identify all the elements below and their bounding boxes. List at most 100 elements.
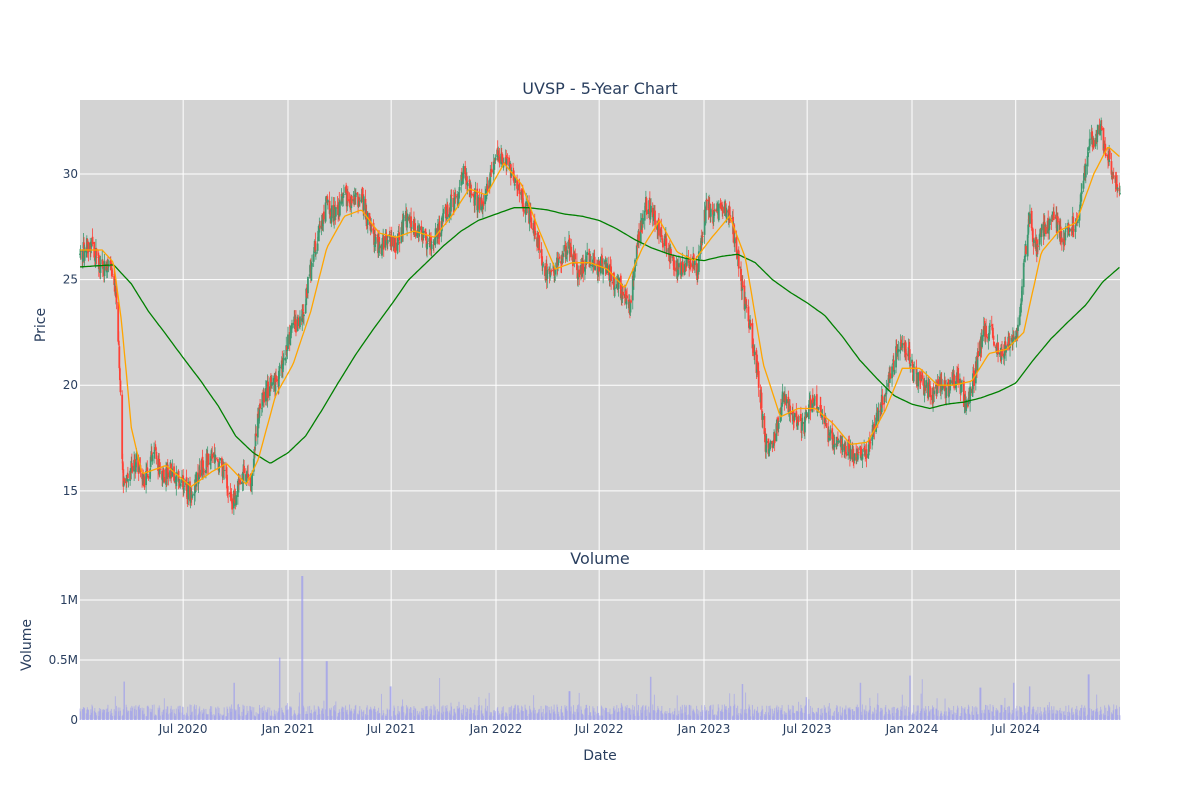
volume-bar xyxy=(553,712,555,720)
candle-body xyxy=(719,203,722,209)
volume-bar xyxy=(848,708,850,720)
candle-body xyxy=(817,407,820,410)
volume-bar xyxy=(888,710,890,720)
candle-body xyxy=(809,398,812,411)
candle-body xyxy=(87,242,90,252)
volume-bar xyxy=(257,713,259,720)
candle-body xyxy=(1056,216,1059,223)
volume-bar xyxy=(843,710,845,720)
candle-body xyxy=(237,482,240,486)
volume-bar xyxy=(323,700,325,720)
volume-bar xyxy=(161,711,163,720)
volume-bar xyxy=(565,707,567,720)
candle-body xyxy=(458,192,460,198)
candle-body xyxy=(860,455,863,461)
volume-bar xyxy=(586,704,588,720)
volume-bar xyxy=(565,709,567,720)
volume-bar xyxy=(420,711,422,720)
volume-bar xyxy=(1105,707,1107,720)
volume-bar xyxy=(908,707,910,720)
volume-bar xyxy=(614,709,616,720)
volume-bar xyxy=(147,705,149,720)
candle-body xyxy=(474,190,477,194)
volume-bar xyxy=(805,697,807,720)
candle-body xyxy=(281,363,284,372)
volume-bar xyxy=(784,714,786,720)
volume-bar xyxy=(742,684,744,720)
volume-bar xyxy=(87,709,89,720)
candle-body xyxy=(260,407,263,409)
volume-bar xyxy=(82,707,84,720)
volume-bar xyxy=(897,710,899,720)
volume-bar xyxy=(302,576,304,720)
volume-bar xyxy=(725,706,727,720)
volume-bar xyxy=(209,708,211,720)
volume-bar xyxy=(426,705,428,720)
volume-bar xyxy=(865,705,867,720)
candle-body xyxy=(1108,150,1111,159)
candle-body xyxy=(797,420,800,423)
volume-bar xyxy=(1106,710,1108,720)
volume-bar xyxy=(669,714,671,720)
volume-bar xyxy=(670,712,672,720)
volume-bar xyxy=(386,708,388,720)
candle-body xyxy=(900,339,903,347)
volume-bar xyxy=(808,699,810,720)
volume-bar xyxy=(658,709,660,720)
volume-bar xyxy=(275,710,277,720)
volume-bar xyxy=(472,713,474,720)
candle-body xyxy=(382,236,385,250)
candle-body xyxy=(656,221,659,231)
volume-bar xyxy=(486,711,488,720)
volume-bar xyxy=(442,705,444,720)
volume-bar xyxy=(109,710,111,720)
candle-body xyxy=(1086,155,1089,167)
volume-bar xyxy=(1001,705,1003,720)
candle-body xyxy=(440,232,443,237)
candle-body xyxy=(699,246,702,252)
volume-bar xyxy=(768,706,770,720)
candle-body xyxy=(1088,146,1091,149)
candle-body xyxy=(793,420,795,423)
candle-body xyxy=(676,266,679,277)
volume-bar xyxy=(721,704,723,720)
x-tick-label: Jul 2020 xyxy=(158,722,208,736)
candle-body xyxy=(207,453,210,465)
volume-bar xyxy=(467,708,469,720)
volume-bar xyxy=(839,706,841,720)
volume-bar xyxy=(841,712,843,720)
volume-bar xyxy=(399,712,401,720)
candle-body xyxy=(210,451,213,456)
candle-body xyxy=(348,199,351,203)
candle-body xyxy=(643,210,646,221)
volume-bar xyxy=(632,704,634,720)
candle-body xyxy=(844,445,847,455)
volume-bar xyxy=(89,715,91,720)
volume-bar xyxy=(229,706,231,720)
volume-bar xyxy=(625,712,627,720)
volume-bar xyxy=(331,715,333,720)
volume-bar xyxy=(554,711,556,720)
volume-bar xyxy=(957,707,959,720)
volume-bar xyxy=(798,701,800,720)
volume-bar xyxy=(780,707,782,720)
candle-body xyxy=(577,273,579,280)
volume-bar xyxy=(513,708,515,720)
volume-bar xyxy=(1095,709,1097,720)
volume-bar xyxy=(482,713,484,720)
volume-bar xyxy=(849,707,851,720)
volume-bar xyxy=(1092,710,1094,720)
candle-body xyxy=(482,201,485,206)
candle-body xyxy=(776,424,778,426)
volume-bar xyxy=(329,710,331,720)
volume-bar xyxy=(138,704,140,720)
volume-bar xyxy=(393,705,395,720)
volume-bar xyxy=(388,709,390,720)
volume-bar xyxy=(178,705,180,720)
volume-bar xyxy=(473,709,475,720)
volume-bar xyxy=(704,707,706,720)
candle-body xyxy=(799,414,802,422)
volume-bar xyxy=(556,704,558,720)
volume-bar xyxy=(637,704,639,720)
